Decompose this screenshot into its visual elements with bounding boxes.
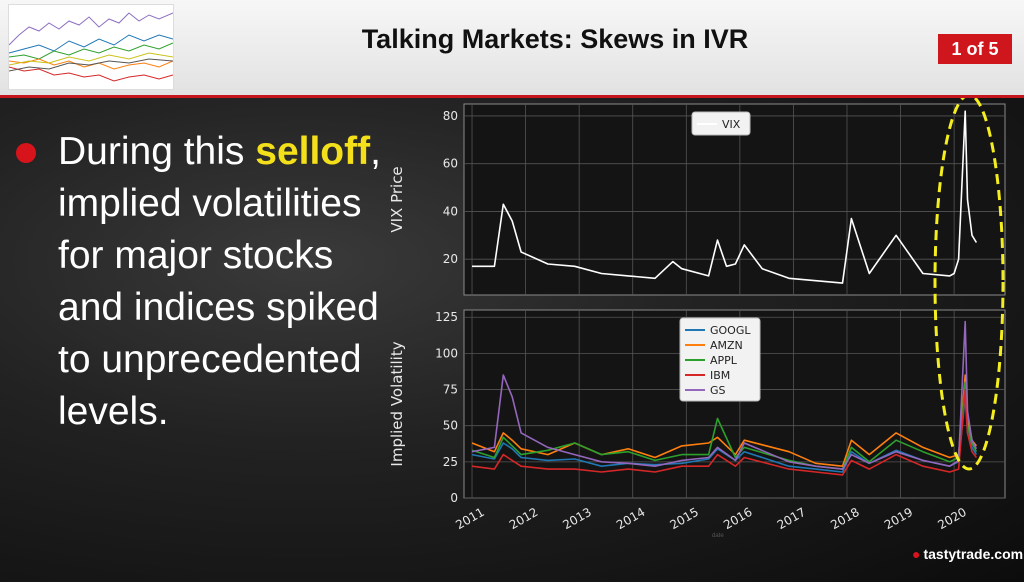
bullet-text: During this selloff, implied volatilitie… xyxy=(58,126,388,438)
volatility-charts: 20 40 60 80 VIX Price VIX 0 25 50 75 100 125 Implied… xyxy=(388,98,1006,532)
faint-axis-label: date xyxy=(712,533,724,539)
y-tick-label: 80 xyxy=(443,109,458,123)
y-tick-label: 50 xyxy=(443,419,458,433)
series-line-gs xyxy=(471,320,978,470)
y-tick-label: 40 xyxy=(443,204,458,218)
bullet-highlight: selloff xyxy=(255,130,371,173)
slide-title: Talking Markets: Skews in IVR xyxy=(361,24,749,54)
legend-box xyxy=(691,111,751,136)
y-axis-label: Implied Volatility xyxy=(388,341,406,466)
x-tick-label: 2013 xyxy=(560,505,593,532)
series-line-vix xyxy=(472,110,978,284)
legend-label-gs: GS xyxy=(710,384,726,397)
brand-suffix: .com xyxy=(990,546,1024,562)
y-tick-label: 75 xyxy=(443,383,458,397)
x-tick-label: 2015 xyxy=(668,505,701,532)
brand-logo: ● tastytrade.com xyxy=(912,546,1023,562)
legend-label-vix: VIX xyxy=(722,118,741,131)
x-tick-label: 2019 xyxy=(882,505,915,532)
legend-label-googl: GOOGL xyxy=(710,324,751,337)
x-tick-label: 2014 xyxy=(614,505,647,532)
y-tick-label: 25 xyxy=(443,455,458,469)
x-tick-label: 2011 xyxy=(453,505,486,532)
header-bar: Talking Markets: Skews in IVR 1 of 5 xyxy=(0,0,1024,95)
bullet-text-pre: During this xyxy=(58,130,256,173)
cherry-icon: ● xyxy=(912,546,921,562)
page-badge: 1 of 5 xyxy=(938,34,1012,64)
x-tick-label: 2018 xyxy=(828,505,861,532)
y-tick-label: 60 xyxy=(443,157,458,171)
y-tick-label: 100 xyxy=(435,346,458,360)
legend-box xyxy=(679,317,761,402)
legend-label-appl: APPL xyxy=(710,354,738,367)
y-tick-label: 20 xyxy=(443,252,458,266)
series-line-ibm xyxy=(471,388,978,476)
x-tick-label: 2016 xyxy=(721,505,754,532)
y-axis-label: VIX Price xyxy=(388,166,406,232)
legend-label-amzn: AMZN xyxy=(710,339,743,352)
x-tick-label: 2012 xyxy=(507,505,540,532)
x-tick-label: 2017 xyxy=(775,505,808,532)
header-divider xyxy=(0,95,1024,98)
x-tick-label: 2020 xyxy=(935,505,968,532)
y-tick-label: 125 xyxy=(435,310,458,324)
brand-name: tastytrade xyxy=(923,546,991,562)
y-tick-label: 0 xyxy=(450,491,458,505)
header-thumbnail-chart xyxy=(8,4,174,90)
bullet-dot-icon xyxy=(16,143,36,163)
bullet-text-post: , implied volatilities for major stocks … xyxy=(58,130,381,433)
thumbnail-lines xyxy=(8,12,174,82)
legend-label-ibm: IBM xyxy=(710,369,730,382)
annotation-ellipse xyxy=(933,98,1005,471)
